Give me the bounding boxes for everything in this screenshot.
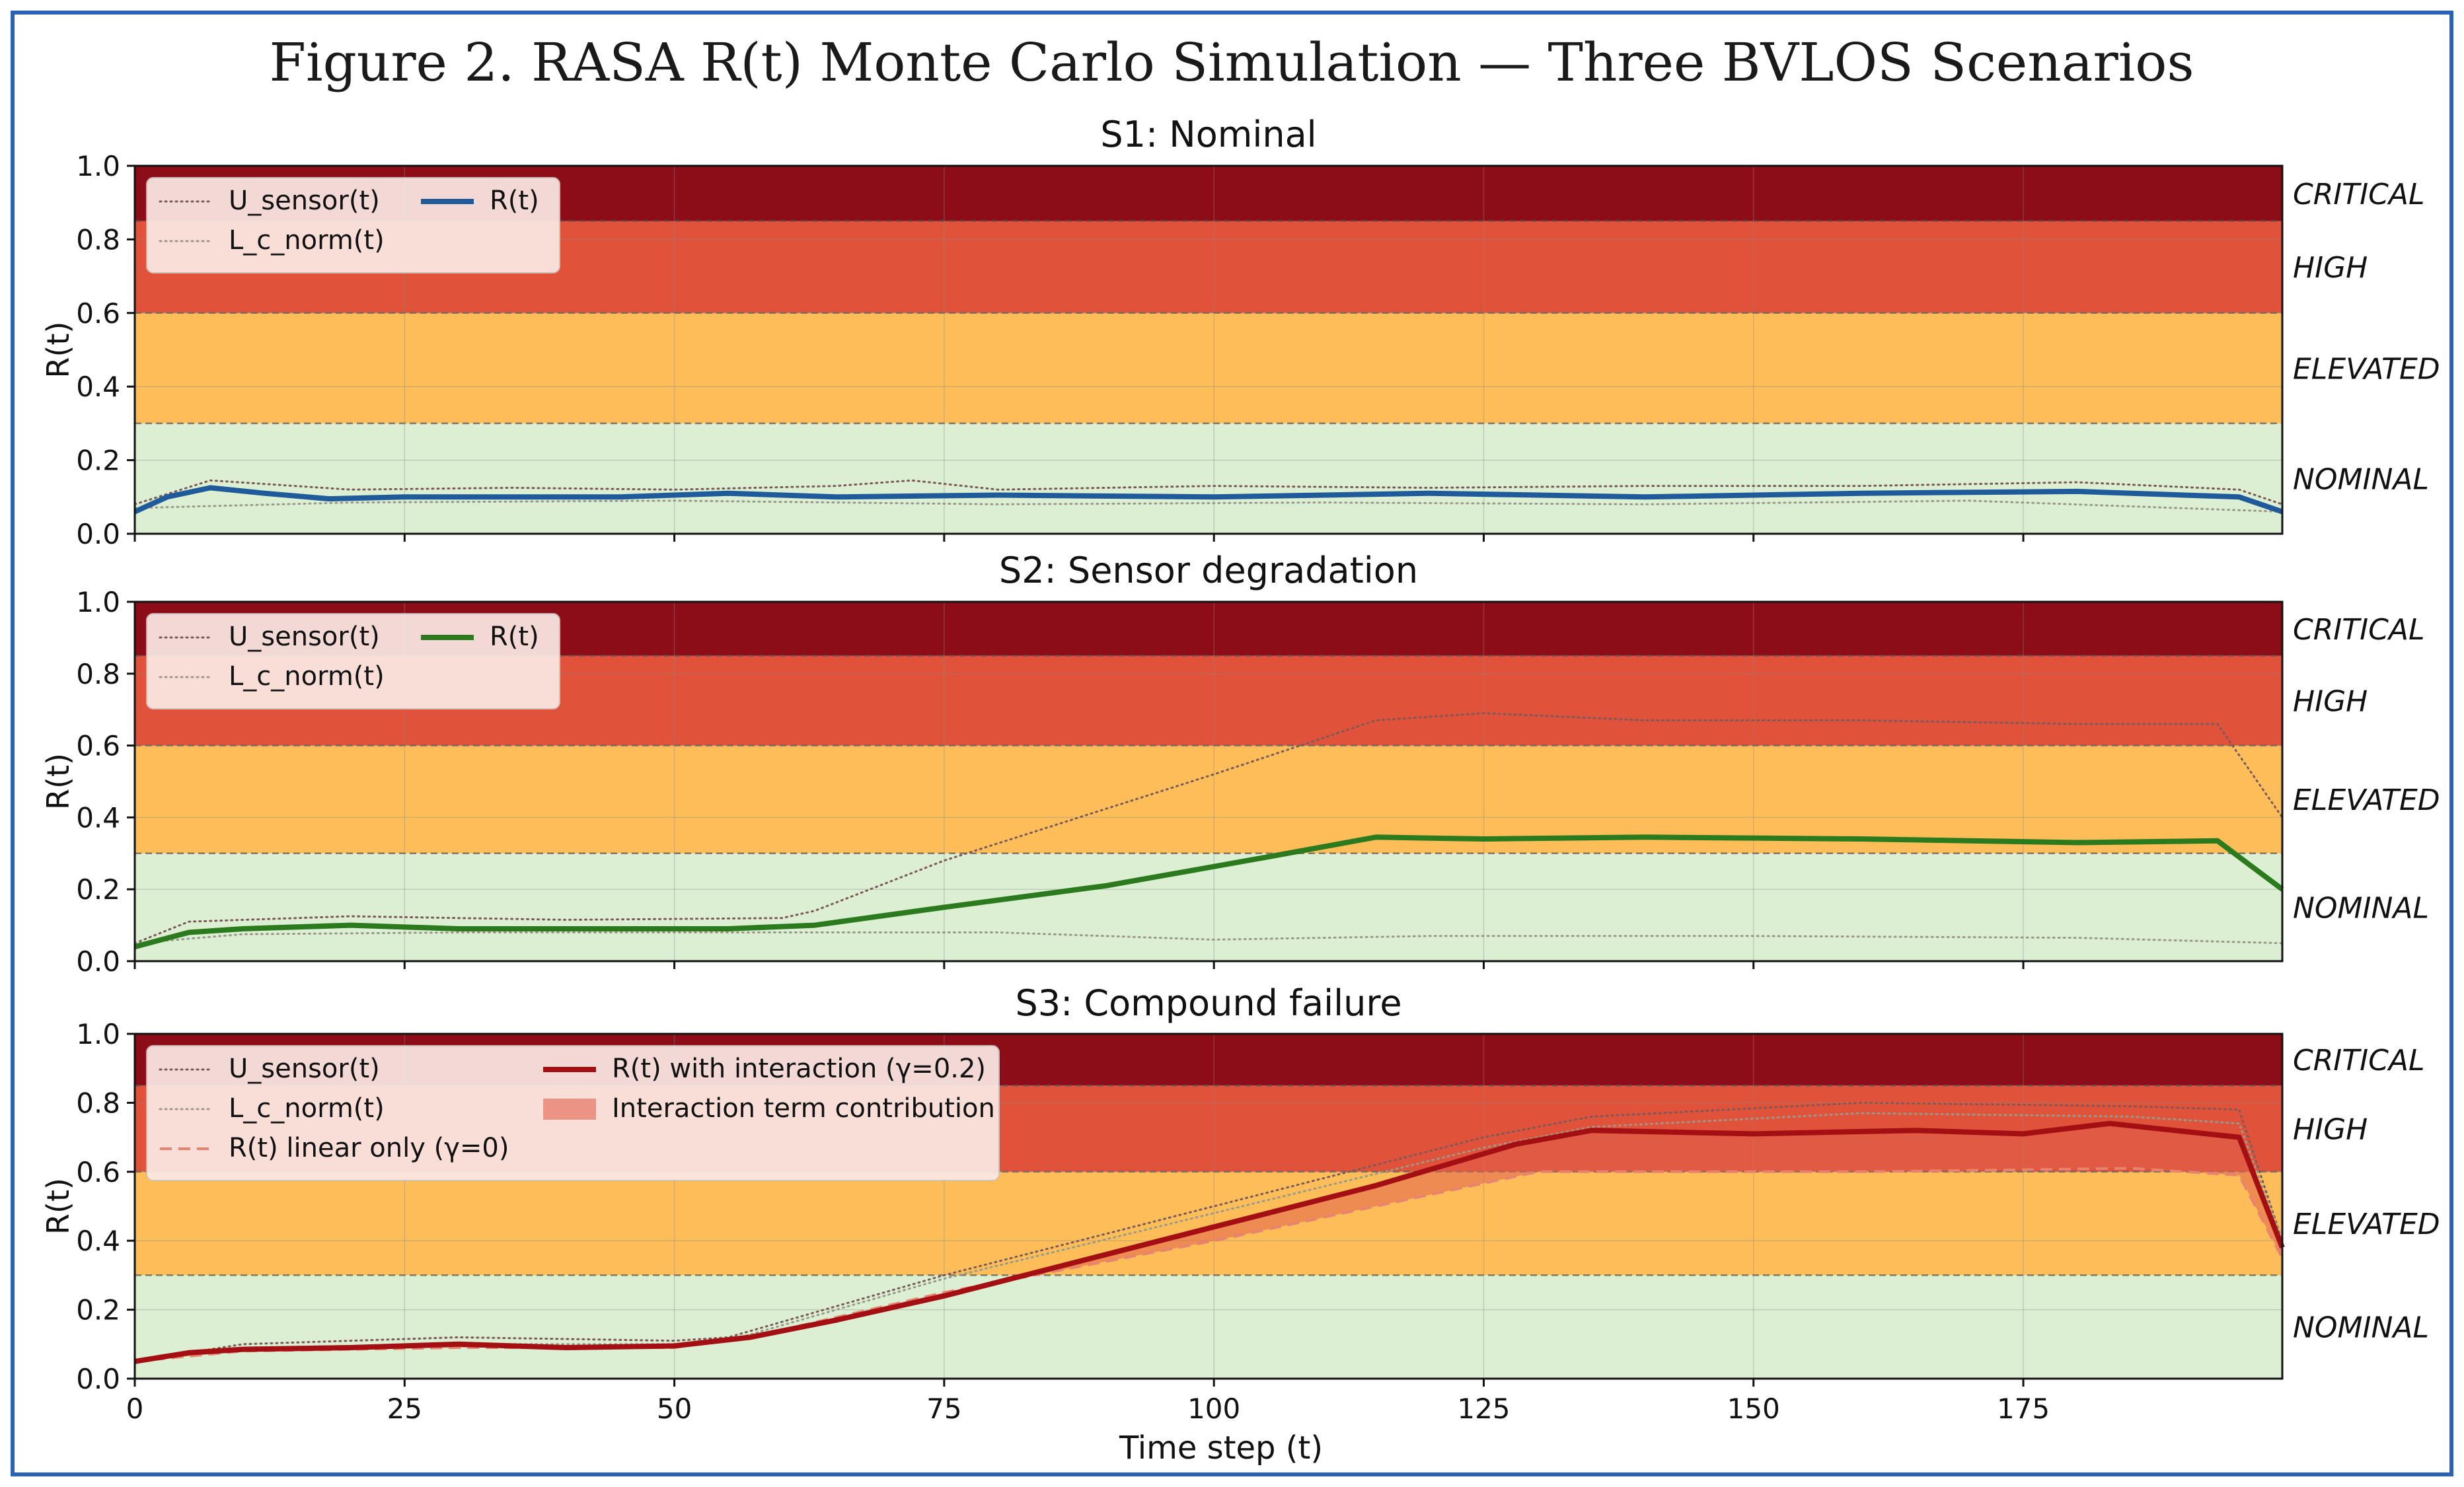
zone-label-nominal: NOMINAL bbox=[2293, 462, 2429, 496]
zone-label-critical: CRITICAL bbox=[2293, 613, 2424, 647]
zone-elevated-band bbox=[135, 745, 2282, 853]
y-tick-label: 0.2 bbox=[76, 873, 120, 906]
panel-2: 0.0 0.2 0.4 0.6 0.8 1.0 S2: Sensor degradation… bbox=[40, 550, 2440, 978]
y-tick-label: 0.4 bbox=[76, 801, 120, 834]
x-tick-label: 25 bbox=[387, 1393, 422, 1425]
zone-label-elevated: ELEVATED bbox=[2293, 1208, 2440, 1241]
y-tick-label: 0.0 bbox=[76, 518, 120, 550]
y-axis-label: R(t) bbox=[40, 1178, 76, 1235]
legend-label: U_sensor(t) bbox=[229, 186, 380, 216]
zone-label-high: HIGH bbox=[2293, 685, 2368, 719]
r-line bbox=[133, 834, 2284, 950]
y-tick-label: 0.8 bbox=[76, 1087, 120, 1119]
legend-label: L_c_norm(t) bbox=[229, 661, 385, 692]
interaction-term-area bbox=[135, 1123, 2282, 1361]
y-tick-label: 0.0 bbox=[76, 945, 120, 978]
x-tick-label: 150 bbox=[1727, 1393, 1780, 1425]
zone-elevated-band bbox=[135, 1171, 2282, 1276]
y-tick-label: 0.6 bbox=[76, 730, 120, 762]
u-sensor-line bbox=[133, 479, 2284, 505]
y-tick-label: 0.4 bbox=[76, 371, 120, 403]
figure-canvas: Figure 2. RASA R(t) Monte Carlo Simulati… bbox=[40, 32, 2440, 1467]
zone-label-high: HIGH bbox=[2293, 1113, 2368, 1147]
legend-label: R(t) bbox=[490, 622, 539, 652]
figure-title: Figure 2. RASA R(t) Monte Carlo Simulati… bbox=[269, 32, 2194, 93]
zone-elevated-band bbox=[135, 312, 2282, 423]
zone-label-critical: CRITICAL bbox=[2293, 1044, 2424, 1077]
x-axis-label: Time step (t) bbox=[1119, 1430, 1323, 1467]
zone-nominal-band bbox=[135, 1275, 2282, 1379]
legend-label: L_c_norm(t) bbox=[229, 1093, 385, 1124]
u-sensor-line bbox=[133, 1101, 2284, 1363]
y-axis-label: R(t) bbox=[40, 322, 76, 379]
x-tick-label: 125 bbox=[1457, 1393, 1510, 1425]
zone-label-elevated: ELEVATED bbox=[2293, 783, 2440, 817]
y-tick-label: 0.6 bbox=[76, 297, 120, 330]
legend-label: R(t) linear only (γ=0) bbox=[229, 1133, 509, 1163]
legend-label: U_sensor(t) bbox=[229, 622, 380, 652]
zone-label-nominal: NOMINAL bbox=[2293, 891, 2429, 925]
lc-norm-line bbox=[133, 931, 2284, 945]
figure-frame: Figure 2. RASA R(t) Monte Carlo Simulati… bbox=[11, 11, 2453, 1476]
legend-label: Interaction term contribution bbox=[612, 1093, 995, 1124]
panel-title: S2: Sensor degradation bbox=[999, 550, 1418, 591]
zone-label-critical: CRITICAL bbox=[2293, 178, 2424, 211]
legend-swatch-interaction bbox=[543, 1099, 596, 1120]
y-tick-label: 0.2 bbox=[76, 445, 120, 477]
x-tick-label: 100 bbox=[1187, 1393, 1240, 1425]
legend-label: U_sensor(t) bbox=[229, 1054, 380, 1084]
u-sensor-line bbox=[133, 712, 2284, 945]
panel-title: S3: Compound failure bbox=[1015, 982, 1401, 1024]
panel-3: 0.0 0.2 0.4 0.6 0.8 1.0 0 25 50 75 100 125 150 175 S3:… bbox=[40, 982, 2440, 1425]
axes-frame bbox=[133, 600, 2284, 962]
y-tick-label: 1.0 bbox=[76, 586, 120, 618]
zone-nominal-band bbox=[135, 853, 2282, 961]
y-tick-label: 1.0 bbox=[76, 150, 120, 182]
zone-label-elevated: ELEVATED bbox=[2293, 352, 2440, 386]
r-line bbox=[134, 1120, 2285, 1364]
y-tick-label: 0.2 bbox=[76, 1294, 120, 1326]
x-tick-label: 0 bbox=[126, 1393, 144, 1425]
x-tick-label: 175 bbox=[1997, 1393, 2050, 1425]
zone-label-high: HIGH bbox=[2293, 251, 2368, 285]
lc-norm-line bbox=[133, 499, 2284, 513]
legend-label: R(t) with interaction (γ=0.2) bbox=[612, 1054, 986, 1084]
zone-nominal-band bbox=[135, 423, 2282, 534]
legend-label: L_c_norm(t) bbox=[229, 225, 385, 256]
r-line bbox=[133, 485, 2284, 515]
y-tick-label: 0.8 bbox=[76, 223, 120, 256]
panel-1: 0.0 0.2 0.4 0.6 0.8 1.0 S1: Nominal R(t) NOMINAL… bbox=[40, 114, 2440, 550]
y-tick-label: 1.0 bbox=[76, 1018, 120, 1050]
axes-frame bbox=[133, 1033, 2284, 1380]
x-tick-label: 50 bbox=[657, 1393, 692, 1425]
y-tick-label: 0.6 bbox=[76, 1156, 120, 1188]
y-tick-label: 0.4 bbox=[76, 1225, 120, 1257]
x-tick-label: 75 bbox=[926, 1393, 961, 1425]
zone-label-nominal: NOMINAL bbox=[2293, 1311, 2429, 1345]
legend-label: R(t) bbox=[490, 186, 539, 216]
axes-frame bbox=[133, 164, 2284, 535]
panel-title: S1: Nominal bbox=[1100, 114, 1316, 155]
y-axis-label: R(t) bbox=[40, 753, 76, 810]
y-tick-label: 0.8 bbox=[76, 658, 120, 690]
y-tick-label: 0.0 bbox=[76, 1363, 120, 1395]
r-linear-line bbox=[134, 1167, 2284, 1363]
